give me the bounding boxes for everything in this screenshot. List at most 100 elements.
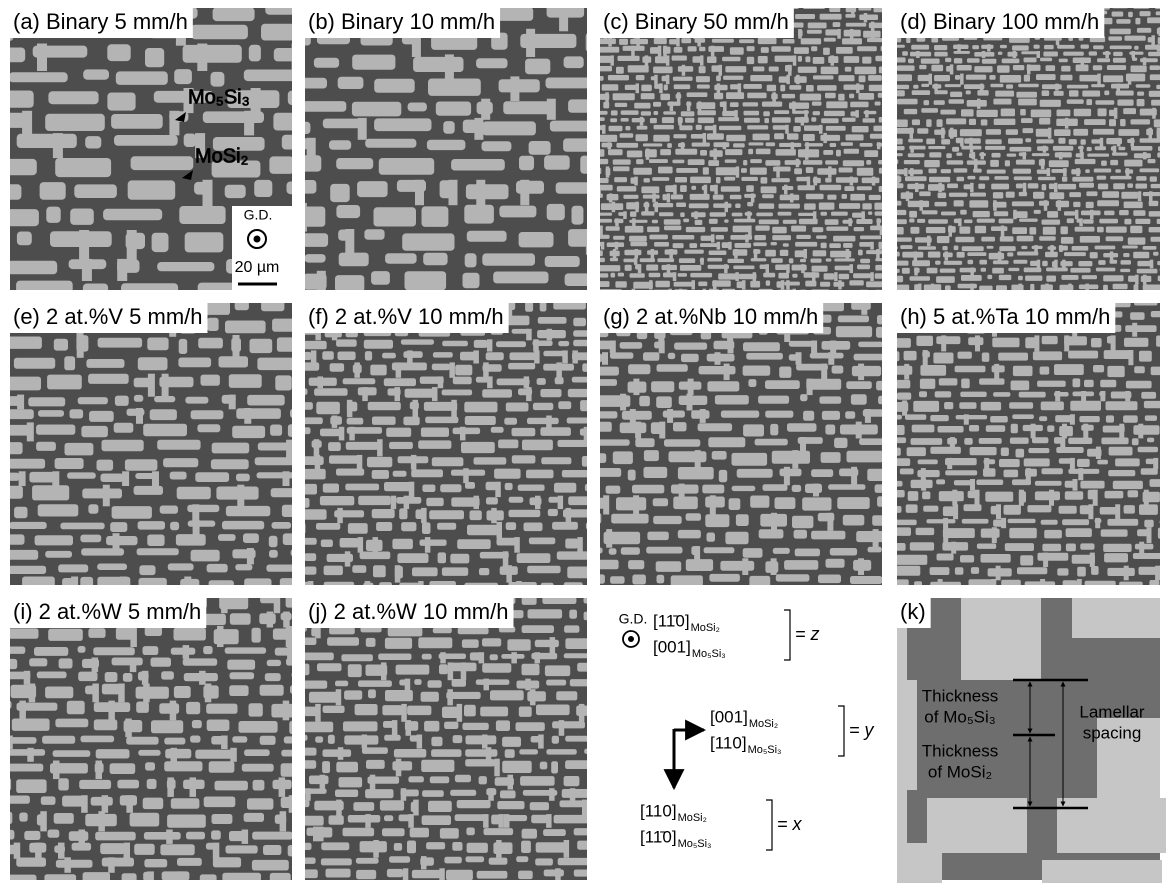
lamella-bridge xyxy=(748,226,752,236)
lamella xyxy=(748,379,756,387)
lamella xyxy=(55,719,88,728)
lamella-bridge xyxy=(834,272,838,281)
lamella xyxy=(755,226,769,231)
lamella xyxy=(675,177,687,183)
lamella xyxy=(1135,18,1140,25)
lamella xyxy=(971,567,979,574)
lamella-bridge xyxy=(996,504,1001,519)
lamella-bridge xyxy=(949,226,953,237)
lamella xyxy=(593,219,612,223)
lamella-bridge xyxy=(79,830,86,844)
lamella xyxy=(1064,211,1075,215)
lamella-bridge xyxy=(923,350,928,365)
lamella xyxy=(1068,469,1099,474)
lamella xyxy=(725,159,737,163)
lamella xyxy=(800,94,821,101)
lamella-bridge xyxy=(77,335,84,358)
lamella xyxy=(96,749,130,758)
lamella xyxy=(186,702,200,714)
lamella xyxy=(1077,567,1086,577)
lamella xyxy=(281,797,309,808)
lamella xyxy=(828,484,865,490)
lamella xyxy=(743,548,763,558)
lamella xyxy=(938,426,964,433)
lamella xyxy=(743,102,759,106)
lamella-bridge xyxy=(1079,218,1083,226)
lamella-bridge xyxy=(292,719,299,738)
lamella xyxy=(1102,191,1119,198)
lamella xyxy=(1009,402,1033,408)
lamella xyxy=(858,250,863,256)
lamella xyxy=(919,191,931,196)
lamella xyxy=(590,84,596,89)
lamella xyxy=(67,701,85,715)
lamella xyxy=(805,56,810,62)
lamella xyxy=(681,354,699,362)
lamella-bridge xyxy=(666,55,670,65)
lamella xyxy=(764,118,769,123)
lamella-bridge xyxy=(506,565,512,582)
lamella-bridge xyxy=(814,177,818,186)
lamella xyxy=(1110,29,1131,35)
lamella-bridge xyxy=(1117,138,1121,147)
lamella-bridge xyxy=(970,183,974,192)
lamella xyxy=(766,280,770,285)
lamella xyxy=(1151,237,1166,242)
lamella xyxy=(343,721,378,731)
lamella xyxy=(701,236,712,241)
lamella xyxy=(1156,85,1166,89)
lamella xyxy=(80,535,101,543)
lamella xyxy=(162,871,190,880)
lamella-bridge xyxy=(1055,391,1060,401)
lamella-bridge xyxy=(417,735,423,749)
lamella xyxy=(78,397,108,404)
lamella xyxy=(923,506,938,512)
lamella xyxy=(707,533,716,542)
lamella-bridge xyxy=(221,736,228,750)
lamella-bridge xyxy=(934,84,938,91)
lamella-bridge xyxy=(1138,424,1143,439)
lamella xyxy=(733,143,745,147)
schematic-lamella xyxy=(1072,598,1160,638)
lamella-bridge xyxy=(362,735,368,749)
lamella xyxy=(385,253,417,264)
lamella xyxy=(106,536,137,545)
lamella xyxy=(846,23,867,27)
lamella xyxy=(1116,19,1130,24)
lamella xyxy=(967,176,975,180)
lamella xyxy=(857,186,872,190)
lamella xyxy=(892,506,902,513)
lamella-bridge xyxy=(921,468,926,480)
lamella xyxy=(981,268,986,272)
lamella xyxy=(847,451,884,463)
lamella xyxy=(188,521,216,527)
lamella xyxy=(671,195,683,200)
lamella xyxy=(518,485,545,491)
lamella xyxy=(854,354,888,361)
lamella xyxy=(476,377,488,383)
lamella-bridge xyxy=(488,788,494,801)
lamella xyxy=(859,76,866,83)
lamella xyxy=(482,638,501,646)
lamella xyxy=(580,429,603,436)
lamella xyxy=(747,93,766,99)
lamella xyxy=(819,203,835,210)
lamella xyxy=(743,342,780,351)
gd-label: G.D. xyxy=(244,207,273,223)
lamella-bridge xyxy=(711,234,715,242)
lamella xyxy=(464,583,498,592)
lamella xyxy=(1012,201,1034,206)
lamella xyxy=(628,65,649,72)
lamella-bridge xyxy=(652,193,656,202)
lamella xyxy=(538,317,567,324)
lamella xyxy=(1043,52,1058,57)
lamella xyxy=(955,75,960,80)
lamella xyxy=(689,203,709,208)
lamella xyxy=(1012,479,1031,485)
lamella xyxy=(0,209,39,226)
lamella xyxy=(998,353,1028,361)
lamella xyxy=(412,870,441,878)
lamella-bridge xyxy=(916,51,920,58)
lamella xyxy=(1004,470,1019,478)
lamella-bridge xyxy=(524,376,530,388)
